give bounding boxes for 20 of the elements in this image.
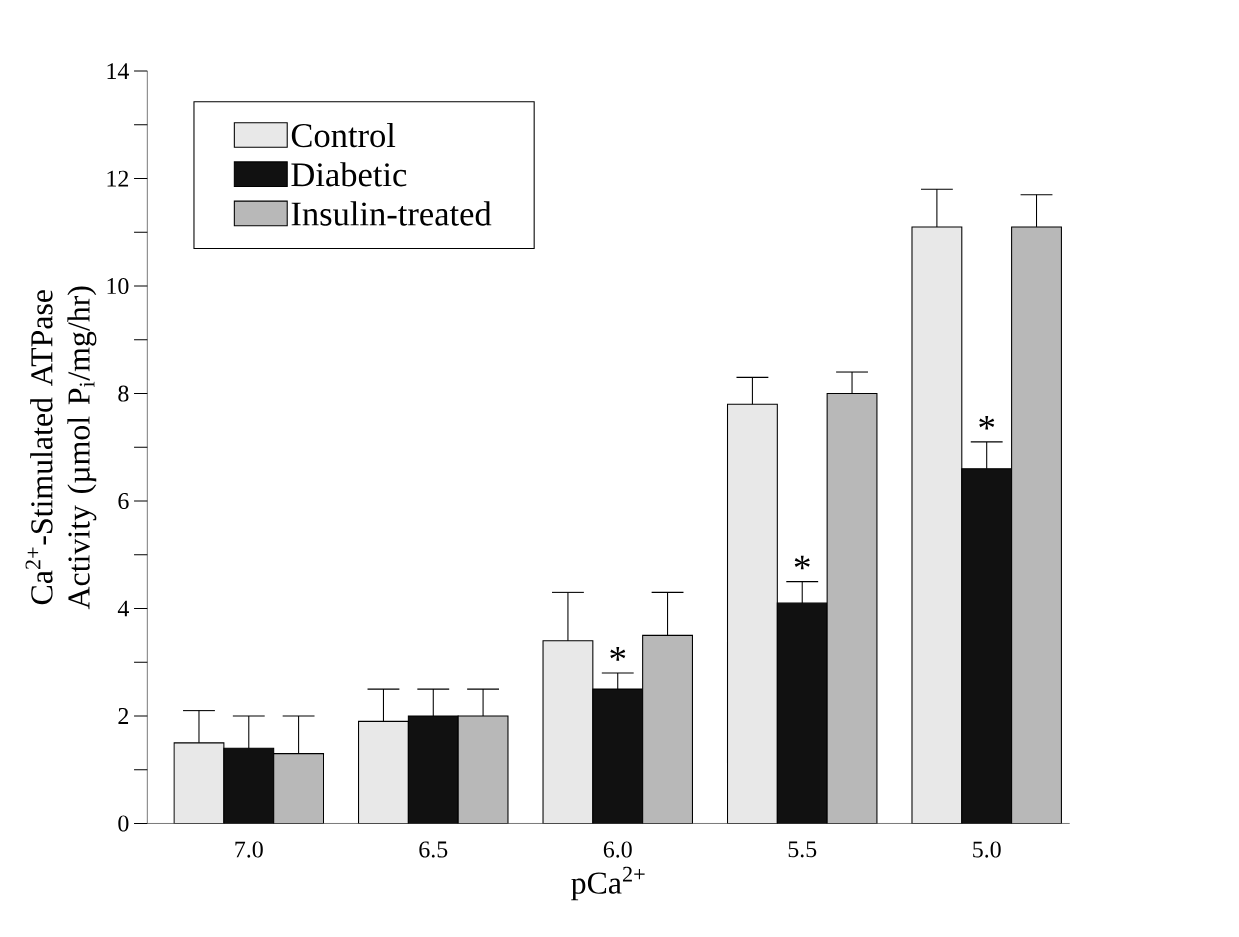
legend-label: Diabetic: [291, 162, 407, 187]
x-axis-title: pCa$^{2+}$: [571, 866, 645, 901]
y-tick-label: 8: [118, 385, 129, 402]
x-tick-label: 5.5: [788, 841, 817, 858]
x-tick-label: 5.0: [973, 841, 1001, 858]
x-tick-label: 6.5: [419, 841, 448, 858]
y-tick-label: 2: [118, 708, 129, 724]
y-tick-label: 6: [118, 493, 129, 510]
y-tick-label: 12: [107, 170, 129, 187]
y-tick-label: 0: [118, 815, 129, 832]
x-tick-label: 7.0: [235, 841, 263, 858]
x-tick-label: 6.0: [603, 841, 632, 858]
annotation: *: [610, 647, 626, 661]
annotation: *: [794, 555, 810, 570]
legend-label: Control: [291, 123, 396, 148]
y-tick-label: 14: [107, 63, 129, 80]
annotation: *: [979, 416, 995, 430]
y-tick-label: 4: [117, 600, 129, 617]
y-tick-label: 10: [107, 278, 129, 295]
legend-label: Insulin-treated: [291, 201, 492, 226]
